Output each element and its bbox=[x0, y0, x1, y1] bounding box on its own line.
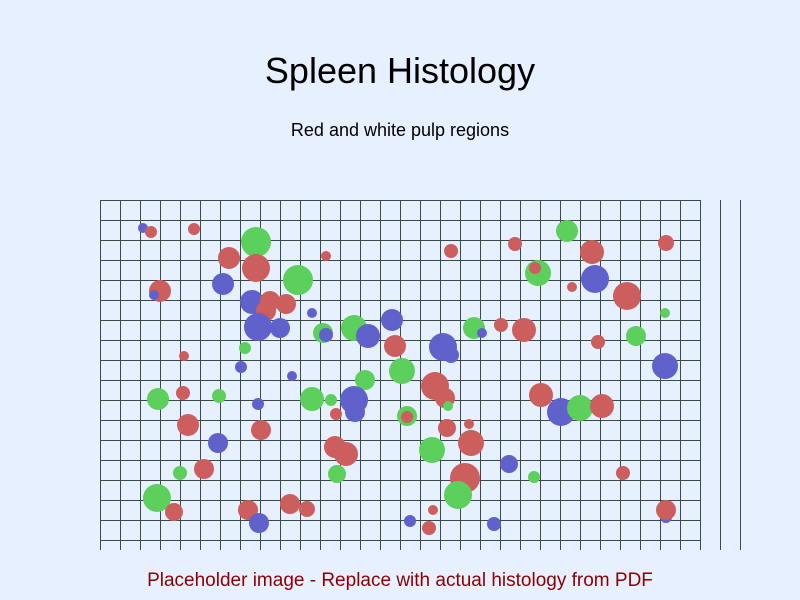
blue-cell-circle bbox=[149, 290, 159, 300]
green-cell-circle bbox=[241, 227, 271, 257]
green-cell-circle bbox=[444, 481, 472, 509]
red-cell-circle bbox=[590, 394, 614, 418]
blue-cell-circle bbox=[252, 398, 264, 410]
red-cell-circle bbox=[334, 442, 358, 466]
blue-cell-circle bbox=[381, 309, 403, 331]
green-cell-circle bbox=[212, 389, 226, 403]
green-cell-circle bbox=[300, 387, 324, 411]
green-cell-circle bbox=[626, 326, 646, 346]
red-cell-circle bbox=[658, 235, 674, 251]
red-cell-circle bbox=[165, 503, 183, 521]
blue-cell-circle bbox=[487, 517, 501, 531]
red-cell-circle bbox=[529, 383, 553, 407]
red-cell-circle bbox=[242, 254, 270, 282]
red-cell-circle bbox=[508, 237, 522, 251]
red-cell-circle bbox=[616, 466, 630, 480]
red-cell-circle bbox=[384, 335, 406, 357]
red-cell-circle bbox=[280, 494, 300, 514]
red-cell-circle bbox=[321, 251, 331, 261]
red-cell-circle bbox=[299, 501, 315, 517]
red-cell-circle bbox=[529, 262, 541, 274]
blue-cell-circle bbox=[235, 361, 247, 373]
blue-cell-circle bbox=[212, 273, 234, 295]
green-cell-circle bbox=[443, 401, 453, 411]
red-cell-circle bbox=[512, 318, 536, 342]
red-cell-circle bbox=[422, 521, 436, 535]
red-cell-circle bbox=[330, 408, 342, 420]
blue-cell-circle bbox=[208, 433, 228, 453]
blue-cell-circle bbox=[500, 455, 518, 473]
green-cell-circle bbox=[660, 308, 670, 318]
red-cell-circle bbox=[428, 505, 438, 515]
red-cell-circle bbox=[464, 419, 474, 429]
red-cell-circle bbox=[401, 411, 413, 423]
red-cell-circle bbox=[276, 294, 296, 314]
blue-cell-circle bbox=[581, 265, 609, 293]
page-subtitle: Red and white pulp regions bbox=[290, 120, 510, 140]
green-cell-circle bbox=[239, 342, 251, 354]
cell-circles bbox=[138, 220, 678, 535]
green-cell-circle bbox=[328, 465, 346, 483]
green-cell-circle bbox=[355, 370, 375, 390]
red-cell-circle bbox=[251, 420, 271, 440]
red-cell-circle bbox=[218, 247, 240, 269]
blue-cell-circle bbox=[249, 513, 269, 533]
red-cell-circle bbox=[176, 386, 190, 400]
green-cell-circle bbox=[143, 484, 171, 512]
green-cell-circle bbox=[173, 466, 187, 480]
blue-cell-circle bbox=[345, 402, 365, 422]
green-cell-circle bbox=[283, 265, 313, 295]
green-cell-circle bbox=[567, 395, 593, 421]
grid-lines bbox=[100, 200, 741, 550]
red-cell-circle bbox=[656, 500, 676, 520]
blue-cell-circle bbox=[244, 313, 272, 341]
red-cell-circle bbox=[458, 430, 484, 456]
red-cell-circle bbox=[145, 226, 157, 238]
blue-cell-circle bbox=[319, 328, 333, 342]
red-cell-circle bbox=[194, 459, 214, 479]
blue-cell-circle bbox=[652, 353, 678, 379]
blue-cell-circle bbox=[270, 318, 290, 338]
red-cell-circle bbox=[567, 282, 577, 292]
green-cell-circle bbox=[556, 220, 578, 242]
red-cell-circle bbox=[188, 223, 200, 235]
blue-cell-circle bbox=[477, 328, 487, 338]
page-title: Spleen Histology bbox=[264, 50, 536, 91]
blue-cell-circle bbox=[307, 308, 317, 318]
blue-cell-circle bbox=[356, 324, 380, 348]
green-cell-circle bbox=[325, 394, 337, 406]
red-cell-circle bbox=[438, 419, 456, 437]
red-cell-circle bbox=[580, 240, 604, 264]
red-cell-circle bbox=[179, 351, 189, 361]
placeholder-note: Placeholder image - Replace with actual … bbox=[147, 570, 653, 591]
blue-cell-circle bbox=[443, 347, 459, 363]
blue-cell-circle bbox=[287, 371, 297, 381]
red-cell-circle bbox=[177, 414, 199, 436]
green-cell-circle bbox=[147, 388, 169, 410]
red-cell-circle bbox=[494, 318, 508, 332]
red-cell-circle bbox=[591, 335, 605, 349]
green-cell-circle bbox=[419, 437, 445, 463]
red-cell-circle bbox=[613, 282, 641, 310]
green-cell-circle bbox=[528, 471, 540, 483]
blue-cell-circle bbox=[404, 515, 416, 527]
green-cell-circle bbox=[389, 358, 415, 384]
red-cell-circle bbox=[444, 244, 458, 258]
